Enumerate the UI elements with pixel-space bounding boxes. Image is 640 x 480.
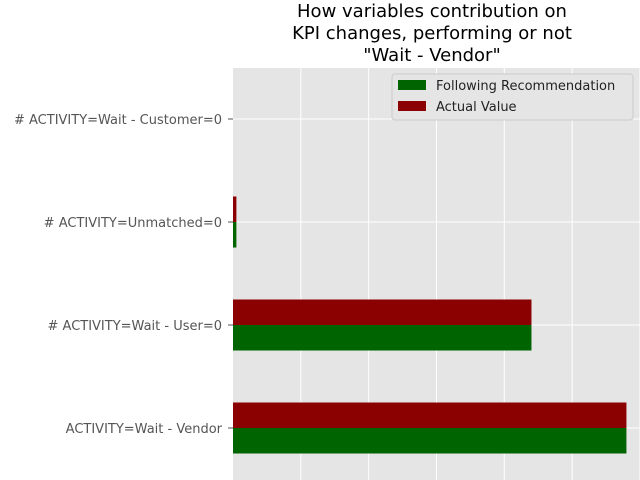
legend-label: Actual Value — [436, 100, 517, 115]
y-tick-label: # ACTIVITY=Wait - Customer=0 — [14, 113, 222, 128]
bar-following-recommendation-2 — [233, 222, 237, 248]
y-tick-label: ACTIVITY=Wait - Vendor — [66, 422, 223, 437]
bars — [233, 196, 627, 454]
bar-actual-value-2 — [233, 196, 237, 222]
bar-actual-value-0 — [233, 402, 627, 428]
chart-title-line-1: KPI changes, performing or not — [292, 23, 572, 44]
legend-label: Following Recommendation — [436, 79, 615, 94]
y-tick-label: # ACTIVITY=Unmatched=0 — [44, 216, 222, 231]
legend-box — [391, 73, 634, 121]
legend-swatch — [398, 101, 426, 111]
legend: Following Recommendation Actual Value — [391, 73, 634, 121]
chart-title-line-0: How variables contribution on — [297, 1, 567, 22]
y-tick-label: # ACTIVITY=Wait - User=0 — [48, 319, 223, 334]
bar-actual-value-1 — [233, 299, 532, 325]
chart-title-line-2: "Wait - Vendor" — [363, 45, 500, 66]
bar-following-recommendation-1 — [233, 325, 532, 351]
y-axis-ticks: ACTIVITY=Wait - Vendor # ACTIVITY=Wait - … — [14, 113, 233, 437]
legend-swatch — [398, 80, 426, 90]
bar-following-recommendation-0 — [233, 428, 627, 454]
